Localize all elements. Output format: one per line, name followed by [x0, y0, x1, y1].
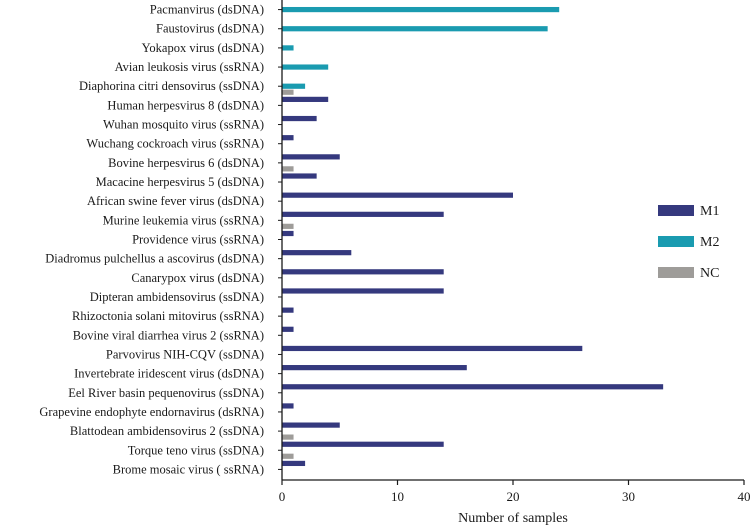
legend-label-m1: M1: [700, 204, 719, 219]
bar-m1-15: [282, 288, 444, 294]
category-label: Yokapox virus (dsDNA): [142, 41, 264, 55]
bar-m2-2: [282, 45, 294, 51]
x-tick-label: 30: [622, 489, 635, 504]
bar-nc-8: [282, 166, 294, 172]
category-label: Invertebrate iridescent virus (dsDNA): [74, 367, 264, 381]
bar-m1-6: [282, 115, 317, 122]
bar-m1-12: [282, 230, 294, 237]
bar-m2-0: [282, 6, 560, 13]
bar-nc-22: [282, 434, 294, 440]
category-label: African swine fever virus (dsDNA): [87, 194, 264, 208]
x-axis-title: Number of samples: [458, 511, 568, 526]
category-label: Torque teno virus (ssDNA): [128, 443, 264, 457]
bar-m1-9: [282, 173, 317, 179]
bar-m1-8: [282, 154, 340, 160]
bar-m1-11: [282, 211, 444, 217]
bar-m2-3: [282, 64, 329, 70]
bar-m1-10: [282, 192, 513, 198]
bar-m1-17: [282, 326, 294, 332]
category-label: Pacmanvirus (dsDNA): [150, 3, 264, 17]
category-label: Canarypox virus (dsDNA): [131, 271, 264, 285]
category-label: Diadromus pulchellus a ascovirus (dsDNA): [45, 252, 264, 266]
bar-m1-24: [282, 460, 306, 467]
bar-m1-20: [282, 384, 664, 390]
category-label: Parvovirus NIH-CQV (ssDNA): [106, 347, 264, 361]
bar-m1-16: [282, 307, 294, 313]
category-label: Bovine viral diarrhea virus 2 (ssRNA): [73, 328, 264, 342]
bar-nc-11: [282, 223, 294, 229]
category-label: Rhizoctonia solani mitovirus (ssRNA): [72, 309, 264, 323]
bar-m1-13: [282, 250, 352, 256]
category-label: Wuhan mosquito virus (ssRNA): [103, 118, 264, 132]
bars-layer: [282, 6, 664, 467]
bar-m2-4: [282, 83, 306, 89]
category-label: Blattodean ambidensovirus 2 (ssDNA): [70, 424, 264, 438]
category-label: Faustovirus (dsDNA): [156, 22, 264, 36]
category-label: Eel River basin pequenovirus (ssDNA): [68, 386, 264, 400]
category-label: Avian leukosis virus (ssRNA): [115, 60, 264, 74]
category-labels: Pacmanvirus (dsDNA) Faustovirus (dsDNA) Yo…: [39, 3, 282, 476]
category-label: Macacine herpesvirus 5 (dsDNA): [96, 175, 264, 189]
x-tick-label: 40: [738, 489, 751, 504]
category-label: Wuchang cockroach virus (ssRNA): [86, 137, 264, 151]
bar-m1-19: [282, 365, 467, 371]
bar-m1-23: [282, 441, 444, 447]
x-tick-label: 0: [279, 489, 286, 504]
legend-swatch-nc: [658, 267, 694, 278]
x-tick-label: 20: [507, 489, 520, 504]
category-label: Brome mosaic virus ( ssRNA): [113, 462, 264, 476]
legend-label-m2: M2: [700, 235, 719, 250]
bar-nc-4: [282, 89, 294, 95]
legend-swatch-m2: [658, 236, 694, 247]
bar-nc-23: [282, 453, 294, 459]
category-label: Diaphorina citri densovirus (ssDNA): [79, 79, 264, 93]
bar-m1-18: [282, 345, 583, 352]
x-tick-label: 10: [391, 489, 404, 504]
category-label: Murine leukemia virus (ssRNA): [103, 213, 264, 227]
bar-m2-1: [282, 26, 548, 32]
bar-m1-5: [282, 96, 329, 102]
bar-m1-7: [282, 135, 294, 141]
category-label: Bovine herpesvirus 6 (dsDNA): [108, 156, 264, 170]
legend-label-nc: NC: [700, 266, 719, 281]
category-label: Grapevine endophyte endornavirus (dsRNA): [39, 405, 264, 419]
bar-m1-21: [282, 403, 294, 409]
legend: M1 M2 NC: [658, 204, 719, 281]
category-label: Human herpesvirus 8 (dsDNA): [107, 98, 264, 112]
legend-swatch-m1: [658, 205, 694, 216]
bar-m1-14: [282, 269, 444, 275]
category-label: Providence virus (ssRNA): [132, 233, 264, 247]
category-label: Dipteran ambidensovirus (ssDNA): [90, 290, 264, 304]
x-axis-ticks: 0 10 20 30 40: [279, 480, 751, 504]
bar-m1-22: [282, 422, 340, 428]
